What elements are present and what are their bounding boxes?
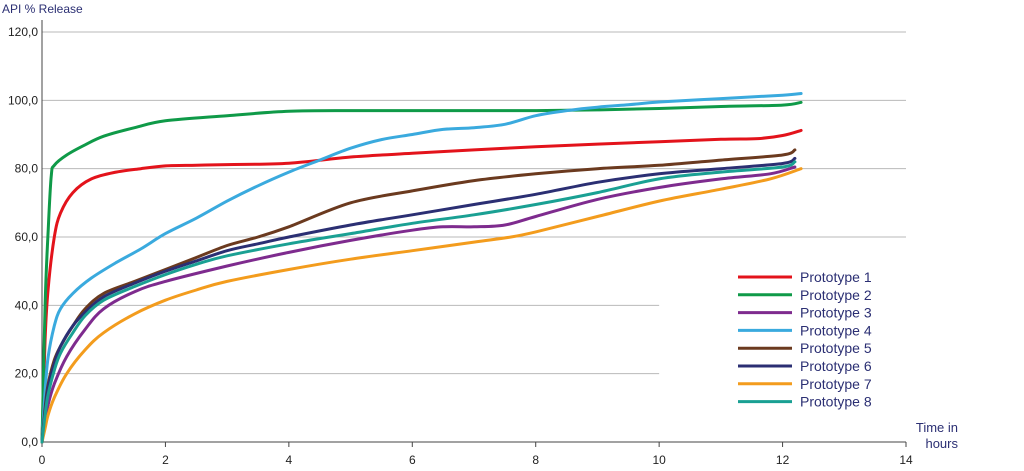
legend-label: Prototype 8 xyxy=(800,394,872,410)
series-line-prototype-7 xyxy=(40,167,803,444)
x-tick-label: 6 xyxy=(409,453,416,467)
y-tick-label: 80,0 xyxy=(15,162,39,176)
series-line-prototype-2 xyxy=(40,100,803,444)
legend-label: Prototype 5 xyxy=(800,340,872,356)
grid-lines xyxy=(42,31,906,375)
legend-label: Prototype 3 xyxy=(800,305,872,321)
y-axis-title: API % Release xyxy=(2,2,83,16)
series-line-prototype-8 xyxy=(40,160,797,444)
axes xyxy=(41,20,906,443)
legend-label: Prototype 6 xyxy=(800,358,872,374)
series-line-prototype-5 xyxy=(40,148,797,444)
y-tick-label: 100,0 xyxy=(8,93,38,107)
x-tick-label: 14 xyxy=(899,453,913,467)
series-line-prototype-6 xyxy=(40,156,797,444)
x-tick-label: 4 xyxy=(286,453,293,467)
x-axis-title-line2: hours xyxy=(925,436,958,451)
x-tick-labels: 0 2 4 6 8 10 12 14 xyxy=(39,442,913,467)
y-tick-label: 120,0 xyxy=(8,25,38,39)
x-axis-title-line1: Time in xyxy=(916,420,958,435)
y-tick-label: 40,0 xyxy=(15,298,39,312)
y-tick-label: 20,0 xyxy=(15,367,39,381)
x-tick-label: 0 xyxy=(39,453,46,467)
legend-label: Prototype 4 xyxy=(800,322,872,338)
series-line-prototype-1 xyxy=(40,128,803,444)
x-tick-label: 2 xyxy=(162,453,169,467)
y-tick-label: 0,0 xyxy=(21,435,38,449)
y-tick-label: 60,0 xyxy=(15,230,39,244)
legend-label: Prototype 7 xyxy=(800,376,872,392)
series-lines xyxy=(40,92,803,444)
legend-label: Prototype 1 xyxy=(800,269,872,285)
y-tick-labels: 0,0 20,0 40,0 60,0 80,0 100,0 120,0 xyxy=(8,25,38,449)
x-tick-label: 10 xyxy=(652,453,666,467)
x-tick-label: 8 xyxy=(532,453,539,467)
legend-label: Prototype 2 xyxy=(800,287,872,303)
series-line-prototype-3 xyxy=(40,165,797,444)
series-line-prototype-4 xyxy=(40,92,803,444)
x-tick-label: 12 xyxy=(776,453,790,467)
